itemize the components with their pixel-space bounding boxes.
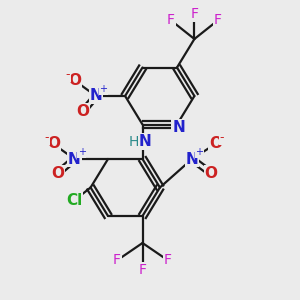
Text: F: F: [190, 8, 198, 21]
Text: Cl: Cl: [66, 193, 82, 208]
Text: N: N: [90, 88, 102, 104]
Text: -: -: [44, 131, 49, 145]
Text: N: N: [68, 152, 81, 166]
Text: -: -: [220, 131, 224, 145]
Text: F: F: [139, 263, 146, 277]
Text: O: O: [51, 166, 64, 181]
Text: +: +: [99, 84, 107, 94]
Text: F: F: [214, 14, 222, 27]
Text: F: F: [164, 254, 172, 267]
Text: O: O: [47, 136, 60, 152]
Text: N: N: [186, 152, 198, 166]
Text: N: N: [172, 120, 185, 135]
Text: +: +: [195, 147, 203, 158]
Text: O: O: [209, 136, 222, 152]
Text: +: +: [78, 147, 86, 158]
Text: H: H: [128, 135, 139, 148]
Text: F: F: [167, 14, 175, 27]
Text: O: O: [205, 166, 218, 181]
Text: F: F: [113, 254, 121, 267]
Text: -: -: [65, 68, 70, 81]
Text: N: N: [139, 134, 152, 149]
Text: O: O: [68, 73, 81, 88]
Text: O: O: [76, 104, 89, 119]
